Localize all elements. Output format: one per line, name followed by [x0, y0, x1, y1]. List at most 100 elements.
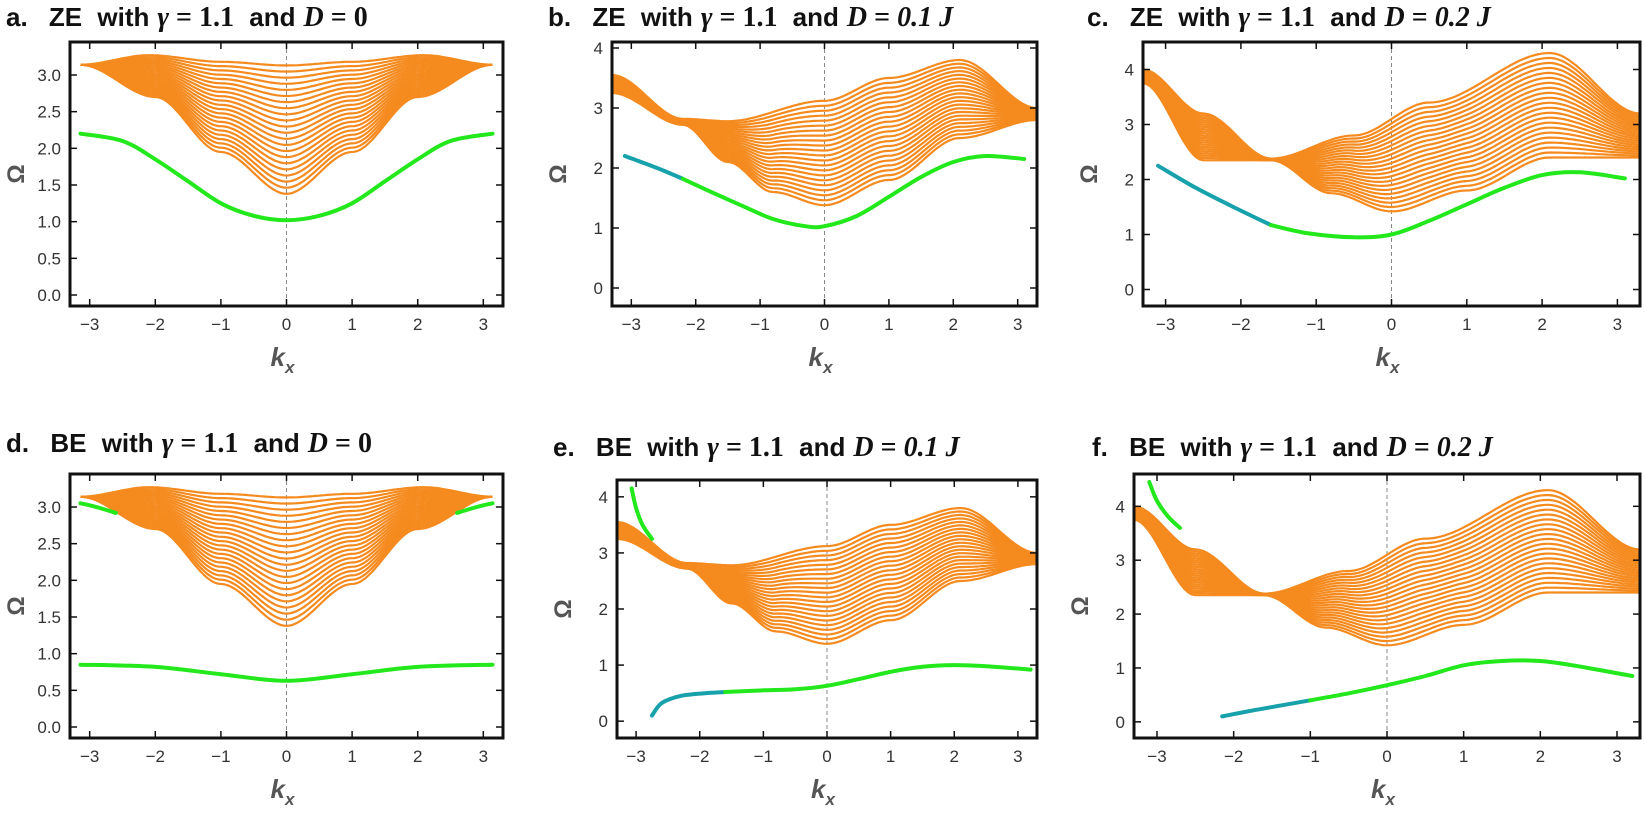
bulk-band-line [1143, 73, 1640, 162]
y-axis-label: Ω [3, 596, 30, 615]
y-tick-label: 2.5 [37, 535, 61, 554]
bulk-band-line [1143, 76, 1640, 176]
y-tick-label: 2 [1125, 171, 1134, 190]
x-tick-label: 2 [1536, 747, 1545, 766]
bulk-band-line [1134, 516, 1640, 634]
panel-label: f. [1092, 432, 1108, 462]
panel-f-plot: −3 −2 −1 0 1 2 3 0 1 2 3 4 kx Ω [1067, 472, 1642, 809]
panel-a-plot: −3 −2 −1 0 1 2 3 0.0 0.5 1.0 1.5 2.0 2.5 3.0 kx Ω [3, 40, 505, 377]
gamma-value: 1.1 [1282, 432, 1318, 463]
x-axis-label: kx [271, 774, 296, 809]
bulk-band [80, 486, 493, 627]
edge-mode-line [78, 662, 495, 683]
bulk-band-line [80, 63, 493, 140]
x-tick-label: 1 [347, 315, 356, 334]
bulk-band-line [80, 63, 493, 153]
bulk-band-line [80, 63, 493, 171]
x-tick-label: −1 [211, 315, 230, 334]
x-tick-label: −2 [1231, 315, 1250, 334]
d-value: 0.2 J [1434, 2, 1491, 33]
x-tick-label: 1 [886, 747, 895, 766]
x-tick-label: 3 [1013, 315, 1022, 334]
bulk-band-line [80, 495, 493, 542]
edge-mode-line [1308, 658, 1635, 703]
y-tick-label: 1.5 [37, 608, 61, 627]
bulk-band-line [80, 495, 493, 554]
y-tick-label: 3 [599, 544, 608, 563]
d-value: 0.1 J [903, 432, 960, 463]
x-tick-label: −3 [80, 315, 99, 334]
x-tick-label: −2 [1224, 747, 1243, 766]
d-value: 0 [358, 428, 372, 459]
model-name: ZE [48, 2, 83, 32]
bulk-band-line [80, 63, 493, 195]
y-tick-label: 3 [1116, 551, 1125, 570]
y-tick-label: 2.5 [37, 103, 61, 122]
y-tick-label: 2.0 [37, 571, 61, 590]
bulk-band-line [1134, 512, 1640, 610]
x-axis-label: kx [809, 342, 834, 377]
bulk-band-line [80, 495, 493, 572]
bulk-band-line [1134, 512, 1640, 607]
bulk-band-line [1143, 71, 1640, 161]
bulk-band-line [1134, 509, 1640, 596]
bulk-band-line [1143, 66, 1640, 160]
bulk-band-line [80, 486, 493, 499]
bulk-band-line [80, 61, 493, 92]
x-tick-label: 2 [950, 747, 959, 766]
bulk-band-line [1143, 56, 1640, 160]
bulk-band-line [1134, 503, 1640, 595]
bulk-band-line [80, 495, 493, 530]
x-tick-label: 3 [1013, 747, 1022, 766]
x-tick-label: 0 [820, 315, 829, 334]
y-tick-label: 1 [599, 656, 608, 675]
y-tick-label: 1 [1125, 226, 1134, 245]
y-tick-label: 1.5 [37, 176, 61, 195]
bulk-band-line [80, 59, 493, 85]
y-tick-label: 2.0 [37, 139, 61, 158]
x-tick-label: −2 [146, 747, 165, 766]
x-tick-label: 1 [347, 747, 356, 766]
bulk-band-line [80, 56, 493, 73]
bulk-band-line [80, 495, 493, 603]
bulk-band-line [80, 495, 493, 536]
bulk-band-line [617, 507, 1037, 567]
bulk-band [80, 54, 493, 195]
bulk-band-line [1134, 494, 1640, 595]
bulk-band-line [80, 495, 493, 579]
x-tick-label: 0 [282, 315, 291, 334]
panel-c-plot: −3 −2 −1 0 1 2 3 0 1 2 3 4 kx Ω [1076, 40, 1642, 377]
bulk-band-line [1134, 518, 1640, 643]
y-tick-label: 1 [1116, 659, 1125, 678]
bulk-band-line [1134, 510, 1640, 598]
bulk-band-line [80, 495, 493, 585]
bulk-band-line [1134, 511, 1640, 603]
edge-mode-line [1269, 170, 1627, 240]
x-tick-label: 2 [413, 315, 422, 334]
bulk-band-line [80, 63, 493, 177]
y-tick-label: 4 [599, 488, 608, 507]
y-axis-label: Ω [545, 164, 572, 183]
x-axis-label-subscript: x [822, 358, 834, 377]
x-tick-label: 0 [822, 747, 831, 766]
y-tick-label: 2 [1116, 605, 1125, 624]
bulk-band-line [1134, 514, 1640, 622]
gamma-value: 1.1 [199, 2, 235, 33]
model-name: BE [50, 428, 87, 458]
bulk-band-line [1134, 507, 1640, 595]
bulk-band-line [80, 63, 493, 104]
bulk-band-line [80, 495, 493, 548]
bulk-band-line [80, 54, 493, 67]
bulk-band-line [80, 495, 493, 609]
bulk-band-line [80, 63, 493, 183]
y-tick-label: 3 [594, 99, 603, 118]
bulk-band-line [612, 58, 1037, 123]
panel-d-plot: −3 −2 −1 0 1 2 3 0.0 0.5 1.0 1.5 2.0 2.5 3.0 kx Ω [3, 472, 505, 809]
x-tick-label: 2 [1537, 315, 1546, 334]
x-tick-label: 3 [1612, 747, 1621, 766]
bulk-band-line [80, 58, 493, 79]
bulk-band-line [1143, 71, 1640, 160]
model-name: ZE [592, 2, 626, 32]
y-tick-label: 3 [1125, 116, 1134, 135]
x-tick-label: −1 [211, 747, 230, 766]
